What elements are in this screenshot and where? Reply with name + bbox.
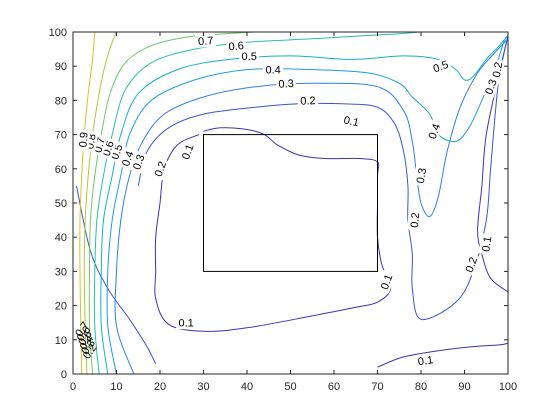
contour-label-0-1-2: 0.1: [376, 270, 396, 294]
y-tick-label-6: 60: [55, 164, 67, 176]
contour-label-0-9-0: 0.9: [75, 129, 91, 151]
contour-label-0-1-5: 0.1: [177, 140, 197, 164]
x-tick-label-6: 60: [328, 381, 340, 393]
y-tick-label-0: 0: [61, 369, 67, 381]
obstacle-square: [203, 134, 378, 272]
contour-line-0-1-1: [377, 342, 509, 368]
y-tick-label-2: 20: [55, 301, 67, 313]
svg-text:0.9: 0.9: [77, 132, 90, 148]
y-tick-label-3: 30: [55, 266, 67, 278]
contour-label-0-5-2: 0.5: [428, 56, 453, 76]
contour-line-0-8-0: [83, 31, 117, 375]
contour-labels: 0.10.10.10.10.10.10.20.20.20.20.20.30.30…: [73, 33, 505, 368]
y-tick-label-7: 70: [55, 130, 67, 142]
contour-label-0-4-1: 0.4: [263, 63, 284, 77]
svg-text:0.1: 0.1: [178, 318, 193, 330]
contour-label-0-3-2: 0.3: [412, 164, 429, 187]
y-tick-label-5: 50: [55, 198, 67, 210]
x-tick-label-5: 50: [284, 381, 296, 393]
contour-line-0-3-0: [114, 38, 509, 375]
svg-text:0.5: 0.5: [242, 51, 257, 63]
contour-label-0-3-3: 0.3: [481, 75, 501, 99]
contour-label-0-6-1: 0.6: [225, 38, 247, 53]
contour-line-0-4-0: [106, 35, 509, 375]
contour-line-0-2-0: [76, 185, 157, 364]
x-tick-label-7: 70: [371, 381, 383, 393]
y-tick-label-4: 40: [55, 232, 67, 244]
svg-text:0.2: 0.2: [409, 212, 422, 228]
svg-text:0.1: 0.1: [379, 273, 396, 291]
contour-label-0-1-3: 0.1: [414, 352, 437, 368]
svg-text:0.1: 0.1: [342, 114, 359, 129]
x-tick-label-1: 10: [110, 381, 122, 393]
svg-text:0.1: 0.1: [180, 143, 197, 161]
contour-label-0-2-1: 0.2: [297, 93, 319, 108]
contour-label-0-3-1: 0.3: [275, 76, 297, 91]
contour-label-0-1-0: 0.1: [176, 316, 197, 330]
contour-label-0-7-1: 0.7: [195, 33, 217, 48]
x-tick-label-8: 80: [415, 381, 427, 393]
svg-text:0.3: 0.3: [483, 78, 500, 96]
svg-text:0.2: 0.2: [464, 256, 481, 274]
contour-line-0-7-0: [88, 31, 256, 375]
contour-label-0-2-4: 0.2: [488, 58, 505, 81]
svg-text:0.4: 0.4: [265, 65, 280, 77]
svg-text:0.3: 0.3: [131, 153, 148, 171]
svg-text:0.5: 0.5: [432, 59, 450, 76]
x-tick-label-3: 30: [197, 381, 209, 393]
y-tick-label-8: 80: [55, 95, 67, 107]
svg-text:0.1: 0.1: [417, 354, 434, 368]
y-tick-label-1: 10: [55, 335, 67, 347]
x-tick-label-2: 20: [154, 381, 166, 393]
x-tick-label-9: 90: [458, 381, 470, 393]
axis-ticks: 0 10 20 30 40 50 60 70 80 90 100 0 10 20 30 40 50 60 70 80 9…: [49, 27, 518, 393]
svg-text:0.7: 0.7: [198, 35, 214, 48]
contour-line-0-5-0: [100, 35, 509, 375]
x-tick-label-4: 40: [241, 381, 253, 393]
x-tick-label-0: 0: [70, 381, 76, 393]
contour-label-0-2-2: 0.2: [407, 209, 422, 231]
svg-text:0.6: 0.6: [228, 40, 244, 53]
svg-text:0.4: 0.4: [427, 122, 444, 140]
contour-label-0-1-4: 0.1: [478, 233, 494, 255]
contour-line-0-9-0: [79, 31, 96, 375]
contour-label-0-4-2: 0.4: [424, 119, 444, 143]
svg-text:0.2: 0.2: [300, 95, 316, 108]
svg-text:0.4: 0.4: [120, 150, 137, 168]
contour-line-0-2-1: [137, 35, 509, 321]
contour-line-0-6-0: [93, 31, 422, 375]
contour-label-0-5-1: 0.5: [239, 49, 260, 63]
y-tick-label-10: 100: [49, 27, 67, 39]
svg-text:0.1: 0.1: [480, 236, 494, 253]
y-tick-label-9: 90: [55, 61, 67, 73]
svg-text:0.2: 0.2: [491, 61, 505, 78]
svg-text:0.3: 0.3: [278, 78, 294, 91]
contour-label-0-1-1: 0.1: [340, 112, 363, 129]
contour-label-0-2-0: 0.2: [150, 157, 170, 181]
svg-text:0.2: 0.2: [153, 160, 170, 178]
x-tick-label-10: 100: [499, 381, 517, 393]
contour-label-0-2-3: 0.2: [461, 252, 481, 277]
svg-text:0.3: 0.3: [415, 167, 429, 184]
